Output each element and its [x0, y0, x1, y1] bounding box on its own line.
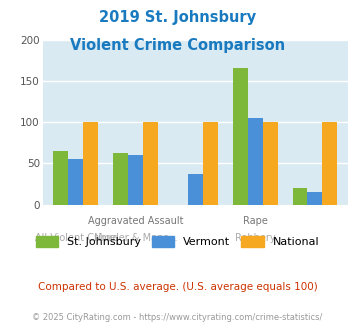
- Bar: [248, 118, 263, 205]
- Bar: [293, 188, 307, 205]
- Bar: [307, 192, 322, 205]
- Legend: St. Johnsbury, Vermont, National: St. Johnsbury, Vermont, National: [31, 232, 324, 252]
- Bar: [188, 174, 203, 205]
- Text: All Violent Crime: All Violent Crime: [35, 233, 116, 243]
- Text: Aggravated Assault: Aggravated Assault: [88, 216, 183, 226]
- Bar: [53, 151, 68, 205]
- Text: Violent Crime Comparison: Violent Crime Comparison: [70, 38, 285, 53]
- Bar: [143, 122, 158, 205]
- Text: 2019 St. Johnsbury: 2019 St. Johnsbury: [99, 10, 256, 25]
- Bar: [322, 122, 337, 205]
- Text: © 2025 CityRating.com - https://www.cityrating.com/crime-statistics/: © 2025 CityRating.com - https://www.city…: [32, 314, 323, 322]
- Bar: [128, 155, 143, 205]
- Bar: [83, 122, 98, 205]
- Text: Robbery: Robbery: [235, 233, 275, 243]
- Text: Compared to U.S. average. (U.S. average equals 100): Compared to U.S. average. (U.S. average …: [38, 282, 317, 292]
- Bar: [203, 122, 218, 205]
- Bar: [68, 159, 83, 205]
- Text: Rape: Rape: [243, 216, 268, 226]
- Bar: [233, 69, 248, 205]
- Bar: [113, 152, 128, 205]
- Text: Murder & Mans...: Murder & Mans...: [94, 233, 177, 243]
- Bar: [263, 122, 278, 205]
